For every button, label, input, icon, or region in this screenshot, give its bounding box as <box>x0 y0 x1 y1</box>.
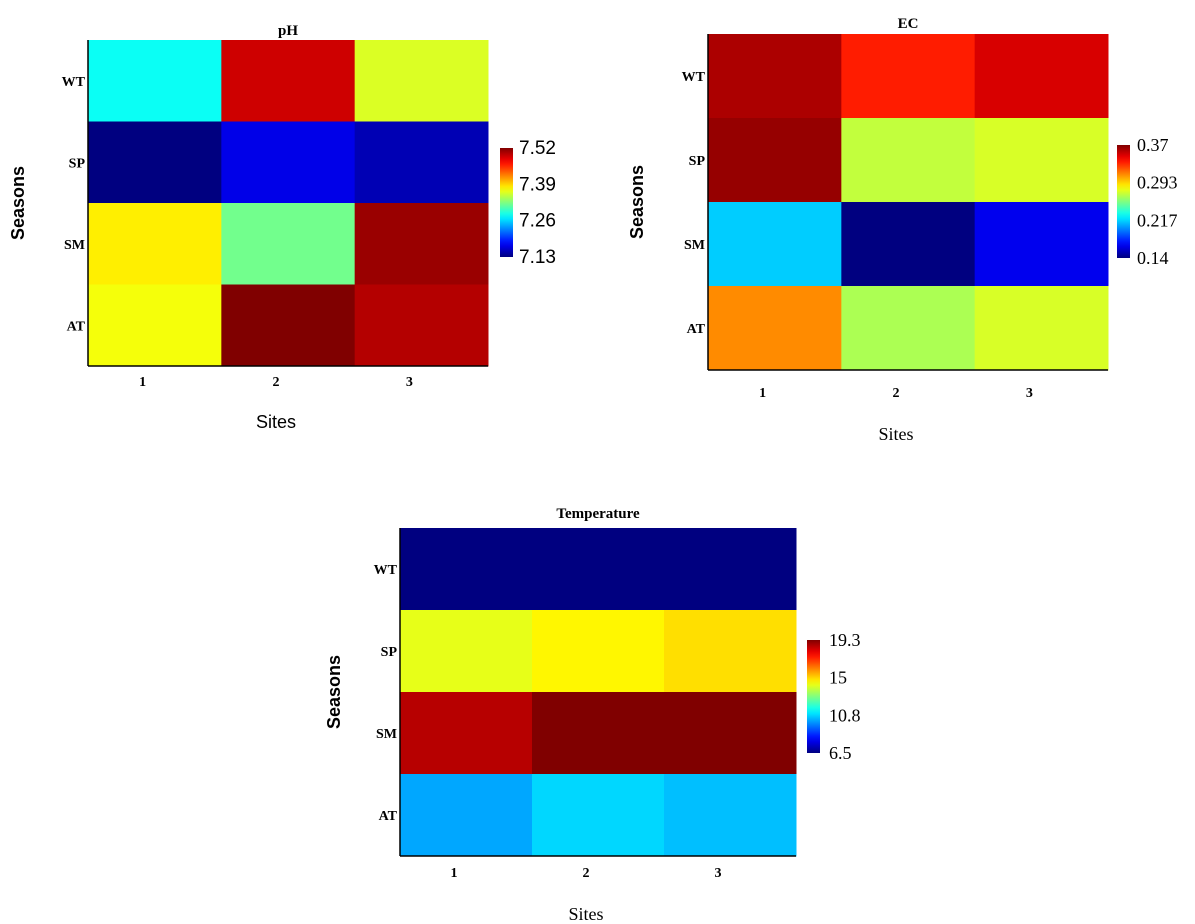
heatmap-cell <box>354 40 489 122</box>
y-tick-label: SM <box>64 238 85 253</box>
x-tick-label: 3 <box>1026 386 1033 401</box>
heatmap-cell <box>221 40 356 122</box>
chart-title: Temperature <box>556 506 640 522</box>
chart-title: EC <box>898 16 919 32</box>
colorbar-tick-label: 15 <box>829 668 847 688</box>
y-axis-label: Seasons <box>8 166 28 240</box>
y-tick-label: AT <box>687 322 706 337</box>
heatmap-cell <box>532 528 665 611</box>
heatmap-cell <box>354 121 489 204</box>
heatmap-cell <box>841 118 976 203</box>
heatmap-panel-3: Temperature WT SP SM AT 1 2 3 Sites Seasons 19.3 15… <box>324 506 861 924</box>
chart-title: pH <box>278 23 298 39</box>
heatmap-cell <box>532 774 665 857</box>
colorbar <box>807 640 820 753</box>
y-axis-label: Seasons <box>627 165 647 239</box>
heatmap-cell <box>88 203 222 285</box>
heatmap-cell <box>532 692 665 775</box>
heatmap-cell <box>664 692 797 775</box>
x-tick-label: 1 <box>759 386 766 401</box>
heatmap-cell <box>664 528 797 611</box>
heatmap-cell <box>354 284 489 367</box>
x-tick-label: 2 <box>583 866 590 881</box>
heatmap-cell <box>400 774 533 857</box>
y-tick-label: WT <box>682 70 706 85</box>
y-axis-label: Seasons <box>324 655 344 729</box>
heatmap-cell <box>88 40 222 122</box>
colorbar <box>500 148 513 257</box>
x-tick-label: 2 <box>273 375 280 390</box>
x-axis-label: Sites <box>256 412 296 432</box>
colorbar-tick-label: 7.39 <box>519 174 556 195</box>
heatmap-cell <box>974 34 1109 119</box>
colorbar-tick-label: 7.52 <box>519 138 556 159</box>
heatmap-cell <box>221 121 356 204</box>
heatmap-panel-1: pH WT SP SM AT 1 2 3 Sites Seasons 7.52 7.39 7.26 7.1… <box>8 23 556 432</box>
heatmap-cell <box>841 34 976 119</box>
colorbar-tick-label: 0.14 <box>1137 248 1169 268</box>
heatmap-cell <box>664 774 797 857</box>
x-tick-label: 3 <box>715 866 722 881</box>
colorbar-tick-label: 7.13 <box>519 247 556 268</box>
y-tick-label: WT <box>62 75 86 90</box>
x-tick-label: 1 <box>139 375 146 390</box>
y-tick-label: SP <box>689 154 706 169</box>
heatmap-cell <box>708 34 842 119</box>
heatmap-cell <box>841 286 976 371</box>
heatmap-cell <box>400 692 533 775</box>
heatmap-cell <box>664 610 797 693</box>
heatmap-cell <box>708 118 842 203</box>
y-tick-label: AT <box>67 319 86 334</box>
x-tick-label: 1 <box>451 866 458 881</box>
heatmap-cell <box>88 121 222 204</box>
colorbar-tick-label: 0.217 <box>1137 210 1178 230</box>
y-tick-label: SP <box>381 645 398 660</box>
heatmap-cell <box>708 286 842 371</box>
heatmap-panel-2: EC WT SP SM AT 1 2 3 Sites Seasons 0.37 0.293 0.217 0… <box>627 16 1178 444</box>
x-axis-label: Sites <box>878 424 913 444</box>
y-tick-label: SM <box>684 238 705 253</box>
heatmap-cell <box>221 284 356 367</box>
heatmap-cell <box>974 118 1109 203</box>
colorbar-tick-label: 0.293 <box>1137 173 1178 193</box>
heatmap-cell <box>532 610 665 693</box>
y-tick-label: AT <box>379 809 398 824</box>
colorbar-tick-label: 19.3 <box>829 630 861 650</box>
heatmap-cell <box>221 203 356 285</box>
heatmap-cell <box>400 528 533 611</box>
heatmap-cell <box>974 202 1109 287</box>
colorbar-tick-label: 10.8 <box>829 705 861 725</box>
heatmap-cell <box>708 202 842 287</box>
y-tick-label: WT <box>374 563 398 578</box>
x-tick-label: 2 <box>893 386 900 401</box>
y-tick-label: SP <box>69 156 86 171</box>
x-tick-label: 3 <box>406 375 413 390</box>
heatmap-cell <box>400 610 533 693</box>
heatmap-cell <box>354 203 489 285</box>
y-tick-label: SM <box>376 727 397 742</box>
heatmap-cell <box>841 202 976 287</box>
heatmap-cell <box>88 284 222 367</box>
heatmap-cell <box>974 286 1109 371</box>
colorbar-tick-label: 0.37 <box>1137 135 1169 155</box>
colorbar-tick-label: 7.26 <box>519 211 556 232</box>
colorbar <box>1117 145 1130 258</box>
x-axis-label: Sites <box>568 904 603 924</box>
colorbar-tick-label: 6.5 <box>829 743 852 763</box>
